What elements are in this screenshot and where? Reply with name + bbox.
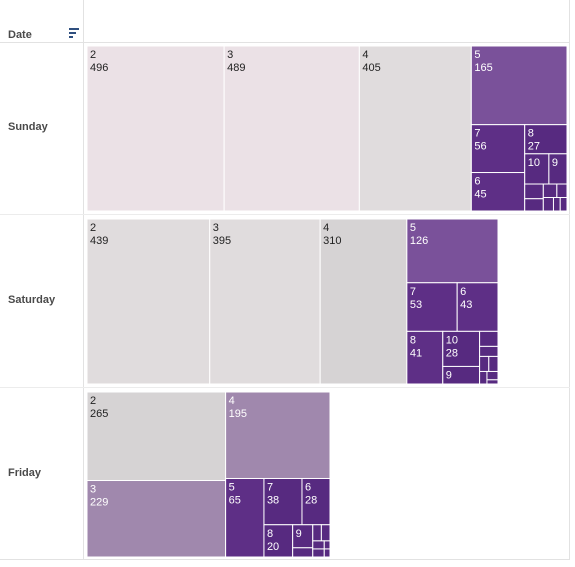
cell-name-label: 8	[267, 528, 273, 540]
cell-value-label: 496	[90, 62, 108, 74]
treemap-cell[interactable]	[479, 345, 499, 357]
treemap-cell[interactable]	[479, 370, 488, 385]
cell-value-label: 229	[90, 497, 108, 509]
cell-name-label: 5	[229, 481, 235, 493]
treemap-cell[interactable]	[556, 183, 568, 199]
treemap-cell[interactable]	[263, 524, 294, 558]
cell-name-label: 6	[305, 481, 311, 493]
cell-name-label: 8	[410, 334, 416, 346]
treemap-cell[interactable]	[323, 540, 331, 550]
treemap-cell[interactable]	[524, 124, 568, 155]
cell-value-label: 439	[90, 235, 108, 247]
treemap-cell[interactable]	[479, 330, 499, 347]
cell-value-label: 265	[90, 408, 108, 420]
treemap-cell[interactable]	[470, 124, 526, 174]
treemap-cell[interactable]	[312, 540, 325, 550]
treemap-cell[interactable]	[542, 183, 558, 199]
treemap-cell[interactable]	[486, 379, 499, 385]
treemap-cell[interactable]	[559, 197, 568, 212]
cell-value-label: 310	[323, 235, 341, 247]
treemap-cell[interactable]	[209, 218, 321, 385]
cell-value-label: 28	[305, 494, 317, 506]
treemap-cell[interactable]	[86, 45, 225, 212]
treemap-cell[interactable]	[406, 218, 499, 284]
cell-name-label: 3	[90, 484, 96, 496]
row-label-friday: Friday	[8, 467, 42, 479]
cell-value-label: 195	[229, 408, 247, 420]
cell-value-label: 53	[410, 299, 422, 311]
cell-value-label: 395	[213, 235, 231, 247]
row-header-label: Date	[8, 29, 32, 41]
cell-name-label: 7	[410, 286, 416, 298]
cell-value-label: 56	[474, 141, 486, 153]
treemap-cell[interactable]	[524, 198, 544, 212]
cell-value-label: 405	[362, 62, 380, 74]
cell-value-label: 41	[410, 347, 422, 359]
cell-name-label: 7	[474, 128, 480, 140]
treemap-cell[interactable]	[486, 370, 499, 381]
header-row-divider	[0, 42, 570, 43]
cell-value-label: 38	[267, 494, 279, 506]
cell-value-label: 27	[528, 141, 540, 153]
cell-name-label: 2	[90, 222, 96, 234]
treemap-cell[interactable]	[86, 391, 227, 482]
cell-name-label: 2	[90, 395, 96, 407]
treemap-cell[interactable]	[470, 45, 568, 126]
treemap-cell[interactable]	[552, 197, 561, 212]
treemap-cell[interactable]	[320, 524, 331, 542]
view-frame	[0, 0, 570, 560]
treemap-cell[interactable]	[312, 548, 325, 558]
treemap-cell[interactable]	[225, 477, 265, 558]
header-column-divider	[83, 0, 84, 560]
cell-name-label: 6	[460, 286, 466, 298]
cell-name-label: 3	[227, 49, 233, 61]
treemap-cell[interactable]	[86, 218, 211, 385]
row-label-saturday: Saturday	[8, 294, 56, 306]
cell-name-label: 4	[323, 222, 329, 234]
cell-name-label: 4	[362, 49, 368, 61]
row-label-sunday: Sunday	[8, 121, 48, 133]
cell-value-label: 65	[229, 494, 241, 506]
cell-name-label: 2	[90, 49, 96, 61]
cell-value-label: 28	[446, 347, 458, 359]
cell-value-label: 43	[460, 299, 472, 311]
cell-name-label: 6	[474, 176, 480, 188]
treemap-cell[interactable]	[319, 218, 408, 385]
treemap-cell[interactable]	[292, 547, 314, 558]
treemap-cell[interactable]	[542, 197, 554, 212]
cell-name-label: 3	[213, 222, 219, 234]
treemap-cell[interactable]	[323, 548, 331, 558]
cell-name-label: 5	[410, 222, 416, 234]
cell-value-label: 45	[474, 189, 486, 201]
treemap-cell[interactable]	[86, 480, 227, 558]
cell-name-label: 5	[474, 49, 480, 61]
row-divider	[0, 214, 570, 215]
treemap-cell[interactable]	[456, 282, 499, 332]
treemap-cell[interactable]	[524, 153, 550, 185]
cell-value-label: 165	[474, 62, 492, 74]
treemap-cell[interactable]	[524, 183, 544, 200]
treemap-cell[interactable]	[225, 391, 331, 479]
treemap-cell[interactable]	[479, 355, 490, 372]
cell-name-label: 9	[296, 528, 302, 540]
treemap-cell[interactable]	[301, 477, 331, 526]
cell-name-label: 10	[446, 334, 458, 346]
cell-name-label: 9	[552, 157, 558, 169]
cell-name-label: 7	[267, 481, 273, 493]
cell-value-label: 489	[227, 62, 245, 74]
cell-value-label: 126	[410, 235, 428, 247]
cell-name-label: 8	[528, 128, 534, 140]
treemap-cell[interactable]	[312, 524, 322, 542]
cell-name-label: 9	[446, 369, 452, 381]
cell-name-label: 10	[528, 157, 540, 169]
treemap-cell[interactable]	[488, 355, 499, 372]
cell-name-label: 4	[229, 395, 235, 407]
cell-value-label: 20	[267, 541, 279, 553]
row-divider	[0, 387, 570, 388]
sort-descending-icon[interactable]	[68, 27, 80, 39]
